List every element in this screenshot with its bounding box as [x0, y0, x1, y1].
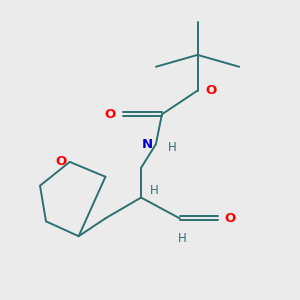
Text: O: O — [105, 108, 116, 121]
Text: N: N — [142, 138, 153, 151]
Text: H: H — [178, 232, 187, 245]
Text: O: O — [56, 155, 67, 168]
Text: H: H — [168, 140, 177, 154]
Text: O: O — [224, 212, 236, 225]
Text: O: O — [205, 84, 216, 97]
Text: H: H — [150, 184, 159, 196]
